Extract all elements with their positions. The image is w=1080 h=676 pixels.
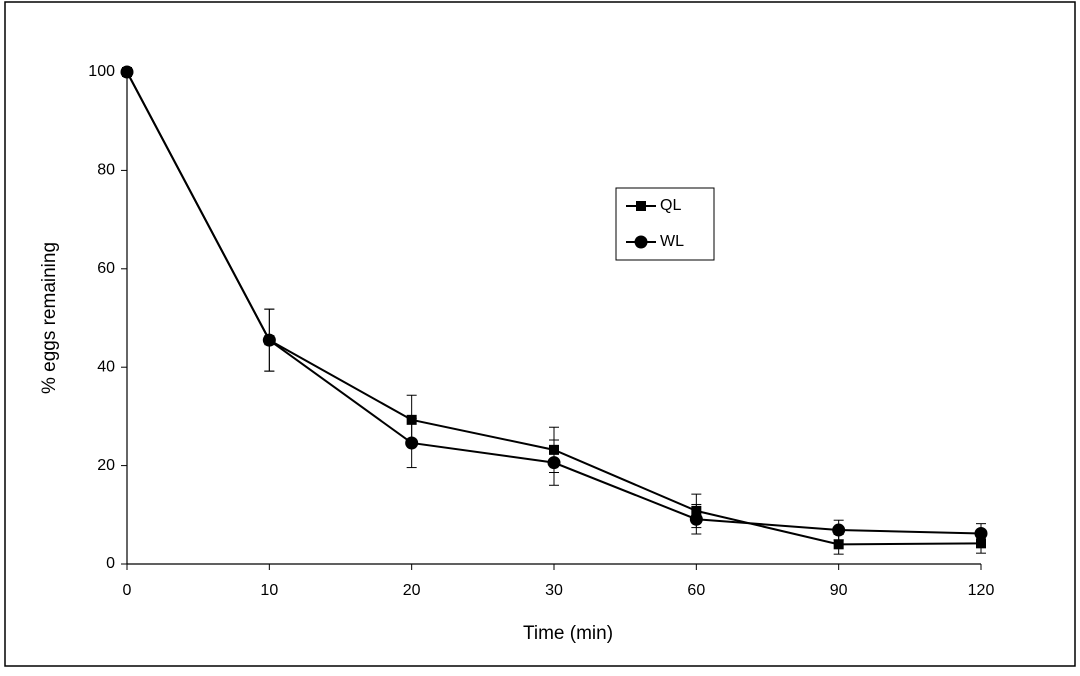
- marker: [120, 65, 134, 79]
- x-tick-label: 20: [403, 582, 421, 599]
- x-tick-label: 0: [123, 582, 132, 599]
- marker: [832, 523, 846, 537]
- marker: [689, 512, 703, 526]
- x-tick-label: 60: [687, 582, 705, 599]
- legend-label: WL: [660, 233, 684, 250]
- legend: [615, 187, 715, 261]
- y-tick-label: 20: [97, 457, 115, 474]
- marker: [405, 436, 419, 450]
- marker: [634, 235, 648, 249]
- y-tick-label: 100: [88, 63, 115, 80]
- frame: [4, 1, 1076, 667]
- legend-label: QL: [660, 197, 681, 214]
- y-tick-label: 60: [97, 260, 115, 277]
- marker: [636, 201, 646, 211]
- x-tick-label: 120: [968, 582, 995, 599]
- marker: [974, 526, 988, 540]
- x-tick-label: 10: [260, 582, 278, 599]
- x-tick-label: 90: [830, 582, 848, 599]
- marker: [547, 456, 561, 470]
- y-tick-label: 80: [97, 162, 115, 179]
- y-tick-label: 0: [106, 555, 115, 572]
- marker: [833, 539, 844, 550]
- marker: [262, 333, 276, 347]
- x-axis-label: Time (min): [523, 623, 613, 644]
- x-tick-label: 30: [545, 582, 563, 599]
- y-axis-label: % eggs remaining: [39, 242, 60, 394]
- y-tick-label: 40: [97, 358, 115, 375]
